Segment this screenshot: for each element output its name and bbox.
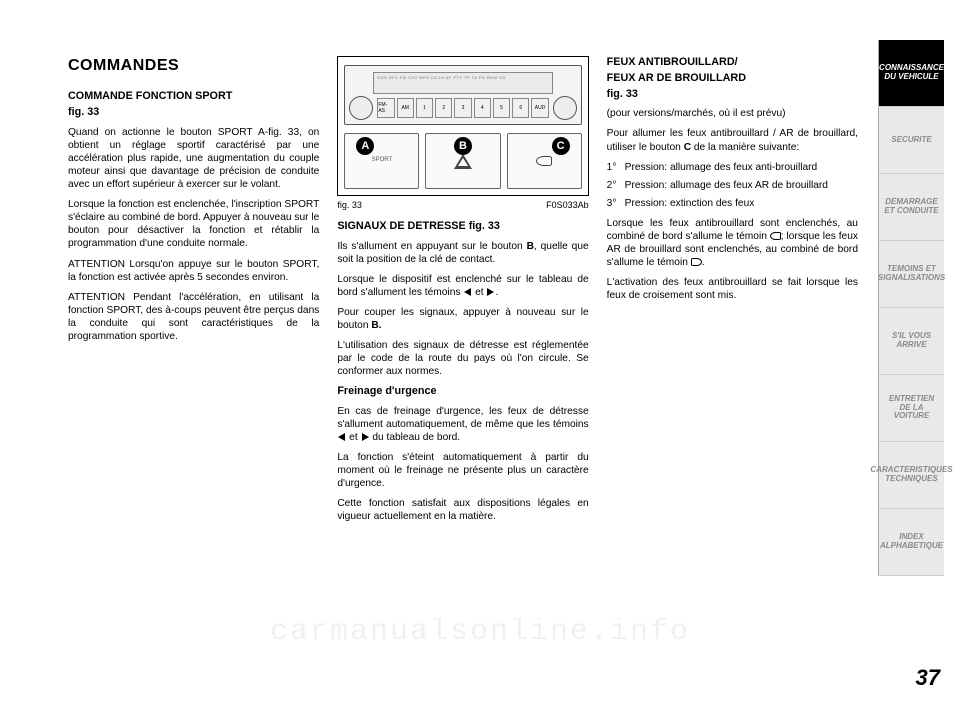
para: Pour allumer les feux antibrouillard / A… bbox=[607, 127, 858, 153]
para: Lorsque les feux antibrouillard sont enc… bbox=[607, 217, 858, 269]
figcap-right: F0S033Ab bbox=[546, 200, 589, 212]
heading-sport: COMMANDE FONCTION SPORT bbox=[68, 90, 319, 104]
heading-freinage: Freinage d'urgence bbox=[337, 385, 588, 399]
text: Pression: allumage des feux AR de brouil… bbox=[625, 179, 828, 192]
left-indicator-icon bbox=[338, 433, 345, 441]
preset-btn: 3 bbox=[454, 98, 471, 118]
column-2: RDS RP1 FM CH2 MP3 CD-IN AF PTY TP TA PS… bbox=[337, 56, 588, 654]
preset-btn: 6 bbox=[512, 98, 529, 118]
page-number: 37 bbox=[916, 665, 940, 691]
text: En cas de freinage d'urgence, les feux d… bbox=[337, 406, 588, 430]
tab-caracteristiques[interactable]: CARACTERISTIQUES TECHNIQUES bbox=[878, 442, 944, 509]
text: et bbox=[472, 287, 486, 298]
column-1: COMMANDES COMMANDE FONCTION SPORT fig. 3… bbox=[68, 56, 319, 654]
text: Pression: allumage des feux anti-brouill… bbox=[625, 161, 818, 174]
bold-c: C bbox=[684, 142, 691, 153]
para: Lorsque le dispositif est enclenché sur … bbox=[337, 273, 588, 299]
preset-btn: 5 bbox=[493, 98, 510, 118]
text: Lorsque le dispositif est enclenché sur … bbox=[337, 274, 588, 298]
list-item: 3°Pression: extinction des feux bbox=[607, 197, 858, 210]
callout-c: C bbox=[552, 137, 570, 155]
text: . bbox=[702, 257, 705, 268]
heading-sport-fig: fig. 33 bbox=[68, 106, 319, 120]
radio-display: RDS RP1 FM CH2 MP3 CD-IN AF PTY TP TA PS… bbox=[373, 72, 552, 94]
hazard-icon bbox=[454, 154, 472, 169]
callout-b: B bbox=[454, 137, 472, 155]
para: Pour couper les signaux, appuyer à nouve… bbox=[337, 306, 588, 332]
tab-temoins[interactable]: TEMOINS ET SIGNALISATIONS bbox=[878, 241, 944, 308]
tab-connaissance[interactable]: CONNAISSANCE DU VEHICULE bbox=[878, 40, 944, 107]
ordinal: 2° bbox=[607, 179, 625, 192]
heading-feux-a: FEUX ANTIBROUILLARD/ bbox=[607, 56, 858, 70]
para: Cette fonction satisfait aux disposition… bbox=[337, 497, 588, 523]
side-tabs: CONNAISSANCE DU VEHICULE SECURITE DEMARR… bbox=[878, 40, 944, 576]
para: L'activation des feux antibrouillard se … bbox=[607, 276, 858, 302]
para: Ils s'allument en appuyant sur le bouton… bbox=[337, 240, 588, 266]
knob-right bbox=[553, 96, 577, 120]
manual-page: COMMANDES COMMANDE FONCTION SPORT fig. 3… bbox=[0, 0, 960, 709]
text: . bbox=[495, 287, 498, 298]
ordinal: 1° bbox=[607, 161, 625, 174]
para: La fonction s'éteint automatiquement à p… bbox=[337, 451, 588, 490]
bold-b: B bbox=[527, 241, 534, 252]
front-fog-icon bbox=[770, 232, 781, 240]
knob-left bbox=[349, 96, 373, 120]
heading-signaux: SIGNAUX DE DETRESSE fig. 33 bbox=[337, 220, 588, 234]
para: ATTENTION Lorsqu'on appuye sur le bouton… bbox=[68, 258, 319, 284]
para: Lorsque la fonction est enclenchée, l'in… bbox=[68, 198, 319, 250]
rear-fog-icon bbox=[691, 258, 702, 266]
preset-btn: 1 bbox=[416, 98, 433, 118]
tab-securite[interactable]: SECURITE bbox=[878, 107, 944, 174]
list-item: 2°Pression: allumage des feux AR de brou… bbox=[607, 179, 858, 192]
para: Quand on actionne le bouton SPORT A-fig.… bbox=[68, 126, 319, 191]
text: Pression: extinction des feux bbox=[625, 197, 755, 210]
preset-btn: AM bbox=[397, 98, 414, 118]
tab-demarrage[interactable]: DEMARRAGE ET CONDUITE bbox=[878, 174, 944, 241]
heading-feux-b: FEUX AR DE BROUILLARD bbox=[607, 72, 858, 86]
versions-note: (pour versions/marchés, où il est prévu) bbox=[607, 107, 858, 120]
sport-button: SPORT bbox=[344, 133, 419, 189]
preset-btn: FM-AS bbox=[377, 98, 394, 118]
para: ATTENTION Pendant l'accélération, en uti… bbox=[68, 291, 319, 343]
list-item: 1°Pression: allumage des feux anti-broui… bbox=[607, 161, 858, 174]
tab-arrive[interactable]: S'IL VOUS ARRIVE bbox=[878, 308, 944, 375]
figcap-left: fig. 33 bbox=[337, 200, 362, 212]
ordinal: 3° bbox=[607, 197, 625, 210]
text: et bbox=[346, 432, 360, 443]
preset-btn: 4 bbox=[474, 98, 491, 118]
bold-b: B. bbox=[371, 320, 381, 331]
content-columns: COMMANDES COMMANDE FONCTION SPORT fig. 3… bbox=[68, 56, 858, 654]
figure-caption: fig. 33 F0S033Ab bbox=[337, 200, 588, 212]
tab-entretien[interactable]: ENTRETIEN DE LA VOITURE bbox=[878, 375, 944, 442]
left-indicator-icon bbox=[464, 288, 471, 296]
foglamp-icon bbox=[536, 156, 552, 166]
text: de la manière suivante: bbox=[691, 142, 799, 153]
tab-index[interactable]: INDEX ALPHABETIQUE bbox=[878, 509, 944, 576]
para: En cas de freinage d'urgence, les feux d… bbox=[337, 405, 588, 444]
preset-btn: AUD bbox=[531, 98, 548, 118]
preset-btn: 2 bbox=[435, 98, 452, 118]
column-3: FEUX ANTIBROUILLARD/ FEUX AR DE BROUILLA… bbox=[607, 56, 858, 654]
figure-box: RDS RP1 FM CH2 MP3 CD-IN AF PTY TP TA PS… bbox=[337, 56, 588, 196]
press-list: 1°Pression: allumage des feux anti-broui… bbox=[607, 161, 858, 210]
text: Ils s'allument en appuyant sur le bouton bbox=[337, 241, 526, 252]
right-indicator-icon bbox=[487, 288, 494, 296]
para: L'utilisation des signaux de détresse es… bbox=[337, 339, 588, 378]
heading-feux-fig: fig. 33 bbox=[607, 88, 858, 102]
radio-unit: RDS RP1 FM CH2 MP3 CD-IN AF PTY TP TA PS… bbox=[344, 65, 581, 125]
text: du tableau de bord. bbox=[370, 432, 461, 443]
section-title: COMMANDES bbox=[68, 56, 319, 76]
preset-row: FM-AS AM 1 2 3 4 5 6 AUD bbox=[377, 98, 548, 118]
figure-33: RDS RP1 FM CH2 MP3 CD-IN AF PTY TP TA PS… bbox=[337, 56, 588, 214]
right-indicator-icon bbox=[362, 433, 369, 441]
fog-button bbox=[507, 133, 582, 189]
